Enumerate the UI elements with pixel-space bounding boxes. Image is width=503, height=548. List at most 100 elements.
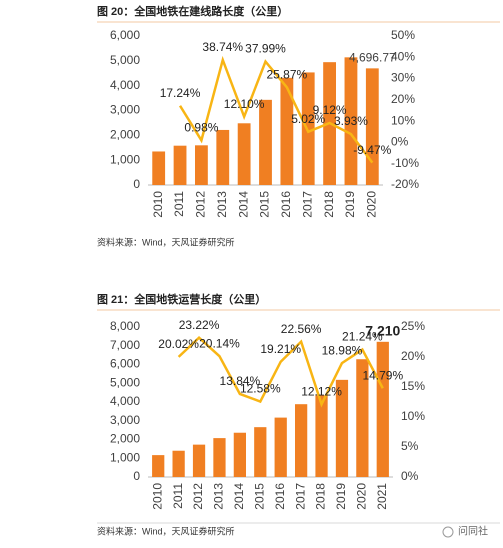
y2-tick-label: 15% [401, 379, 425, 393]
x-tick-label: 2018 [322, 191, 336, 218]
x-tick-label: 2014 [236, 191, 250, 218]
y-tick-label: 2,000 [110, 432, 140, 446]
bar [152, 455, 165, 477]
data-label: 17.24% [160, 86, 201, 100]
data-label: 23.22% [179, 318, 220, 332]
y2-tick-label: 25% [401, 319, 425, 333]
data-label: 38.74% [202, 40, 243, 54]
data-label: 7,210 [365, 323, 400, 339]
x-tick-label: 2010 [150, 483, 164, 510]
bar [356, 359, 369, 477]
y-tick-label: 5,000 [110, 375, 140, 389]
bar [213, 438, 226, 477]
y-tick-label: 0 [133, 469, 140, 483]
bar [192, 444, 206, 477]
y2-tick-label: 50% [391, 28, 415, 42]
x-tick-label: 2013 [212, 483, 226, 510]
data-label: 22.56% [281, 322, 322, 336]
x-tick-label: 2018 [314, 483, 328, 510]
bar [254, 427, 267, 477]
y-tick-label: 3,000 [110, 103, 140, 117]
watermark-icon [442, 526, 454, 538]
x-tick-label: 2013 [215, 191, 229, 218]
y-tick-label: 0 [133, 177, 140, 191]
x-tick-label: 2015 [258, 191, 272, 218]
x-tick-label: 2011 [171, 483, 185, 509]
x-tick-label: 2019 [334, 483, 348, 510]
x-tick-label: 2012 [191, 483, 205, 510]
x-tick-label: 2017 [293, 483, 307, 510]
x-tick-label: 2012 [194, 191, 208, 218]
line [177, 335, 384, 408]
y-tick-label: 4,000 [110, 394, 140, 408]
data-label: 5.02% [291, 112, 325, 126]
y-tick-label: 1,000 [110, 450, 140, 464]
y-tick-label: 6,000 [110, 28, 140, 42]
source-note: 资料来源：Wind，天风证券研究所 [97, 525, 235, 536]
y-tick-label: 3,000 [110, 413, 140, 427]
x-tick-label: 2020 [355, 483, 369, 510]
data-label: 20.02% [158, 337, 199, 351]
bar [237, 123, 251, 185]
bar [301, 72, 315, 185]
y-tick-label: 8,000 [110, 319, 140, 333]
bar [315, 395, 328, 477]
data-label: 12.58% [240, 382, 281, 396]
x-tick-label: 2019 [343, 191, 357, 218]
data-label: 12.10% [224, 97, 265, 111]
x-tick-label: 2011 [172, 191, 186, 217]
data-label: 20.14% [199, 336, 240, 350]
bar [295, 404, 308, 477]
y2-tick-label: 0% [401, 469, 419, 483]
data-label: 12.12% [301, 384, 342, 398]
y-tick-label: 4,000 [110, 78, 140, 92]
chart-title: 图 20：全国地铁在建线路长度（公里） [97, 4, 288, 18]
watermark: 问同社 [458, 525, 488, 538]
data-label: 13.84% [220, 374, 261, 388]
x-tick-label: 2021 [375, 483, 389, 510]
y2-tick-label: -10% [391, 156, 419, 170]
line [178, 55, 374, 164]
y2-tick-label: 20% [391, 92, 415, 106]
x-tick-label: 2017 [300, 191, 314, 218]
data-label: 25.87% [267, 68, 308, 82]
y2-tick-label: -20% [391, 177, 419, 191]
bar [172, 450, 185, 477]
x-tick-label: 2016 [279, 191, 293, 218]
x-tick-label: 2016 [273, 483, 287, 510]
data-label: 3.93% [334, 114, 368, 128]
data-label: 9.12% [313, 103, 347, 117]
y2-tick-label: 5% [401, 439, 419, 453]
data-label: 14.79% [362, 368, 403, 382]
y-tick-label: 1,000 [110, 152, 140, 166]
source-note: 资料来源：Wind，天风证券研究所 [97, 236, 235, 247]
data-label: 37.99% [245, 42, 286, 56]
y2-tick-label: 10% [401, 409, 425, 423]
bar [216, 129, 230, 185]
bar [280, 77, 294, 185]
y-tick-label: 5,000 [110, 53, 140, 67]
x-tick-label: 2020 [364, 191, 378, 218]
y2-tick-label: 30% [391, 71, 415, 85]
bar [274, 417, 287, 477]
bar [376, 341, 389, 477]
bar [195, 145, 208, 185]
data-label: 21.24% [342, 330, 383, 344]
bar [152, 151, 166, 185]
y2-tick-label: 20% [401, 349, 425, 363]
y-tick-label: 6,000 [110, 357, 140, 371]
data-label: 0.98% [184, 121, 218, 135]
data-label: 18.98% [322, 343, 363, 357]
data-label: -9.47% [353, 143, 391, 157]
bar [344, 57, 358, 185]
x-tick-label: 2014 [232, 483, 246, 510]
bar [173, 145, 187, 185]
bar [365, 68, 379, 185]
bar [335, 379, 349, 477]
y-tick-label: 7,000 [110, 338, 140, 352]
x-tick-label: 2015 [252, 483, 266, 510]
y2-tick-label: 0% [391, 135, 409, 149]
bar [259, 99, 272, 185]
bar [233, 432, 246, 477]
y2-tick-label: 40% [391, 49, 415, 63]
